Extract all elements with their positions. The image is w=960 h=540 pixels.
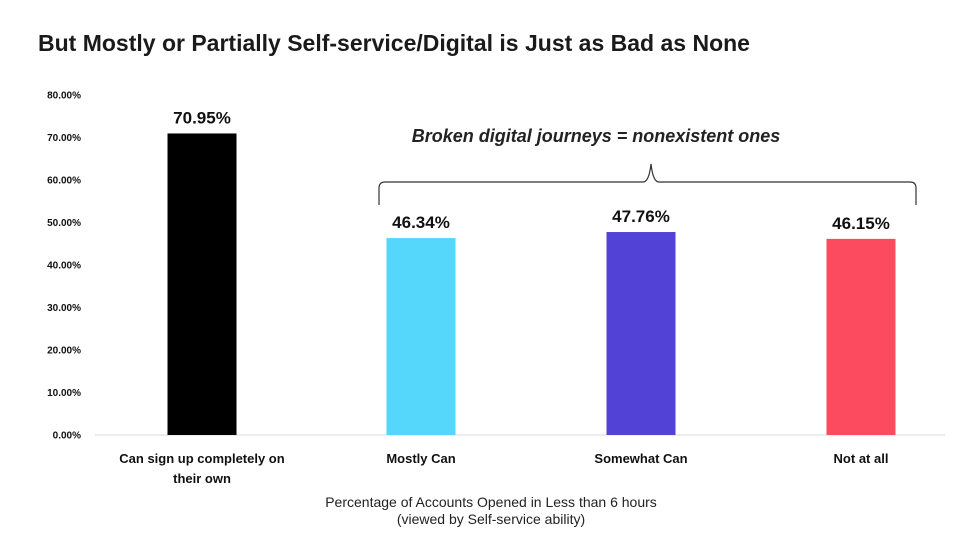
category-label: Can sign up completely on bbox=[119, 451, 284, 466]
y-tick-label: 60.00% bbox=[47, 176, 81, 187]
bar bbox=[167, 133, 237, 435]
category-labels: Can sign up completely on their own Mostly… bbox=[119, 451, 888, 486]
x-axis-label-line: (viewed by Self-service ability) bbox=[397, 511, 585, 527]
data-label: 46.34% bbox=[392, 213, 450, 232]
y-tick-label: 70.00% bbox=[47, 133, 81, 144]
y-tick-label: 20.00% bbox=[47, 346, 81, 357]
category-label: Not at all bbox=[834, 451, 889, 466]
bar bbox=[606, 232, 676, 435]
y-tick-label: 10.00% bbox=[47, 388, 81, 399]
category-label: Mostly Can bbox=[386, 451, 455, 466]
annotation-bracket bbox=[378, 163, 917, 205]
bars bbox=[167, 133, 896, 435]
category-label: their own bbox=[173, 471, 231, 486]
y-tick-label: 0.00% bbox=[53, 431, 81, 442]
y-axis-ticks: 0.00% 10.00% 20.00% 30.00% 40.00% 50.00% 60.00… bbox=[47, 91, 81, 442]
x-axis-label-line: Percentage of Accounts Opened in Less th… bbox=[325, 494, 657, 510]
x-axis-label: Percentage of Accounts Opened in Less th… bbox=[325, 494, 657, 527]
category-label: Somewhat Can bbox=[594, 451, 687, 466]
y-tick-label: 30.00% bbox=[47, 303, 81, 314]
y-tick-label: 80.00% bbox=[47, 91, 81, 102]
bar bbox=[386, 238, 456, 435]
data-labels: 70.95% 46.34% 47.76% 46.15% bbox=[173, 108, 890, 232]
data-label: 46.15% bbox=[832, 214, 890, 233]
annotation-text: Broken digital journeys = nonexistent on… bbox=[412, 126, 781, 146]
bar bbox=[826, 238, 896, 435]
y-tick-label: 50.00% bbox=[47, 218, 81, 229]
chart-title: But Mostly or Partially Self-service/Dig… bbox=[38, 30, 750, 56]
y-tick-label: 40.00% bbox=[47, 261, 81, 272]
data-label: 70.95% bbox=[173, 108, 231, 127]
data-label: 47.76% bbox=[612, 207, 670, 226]
